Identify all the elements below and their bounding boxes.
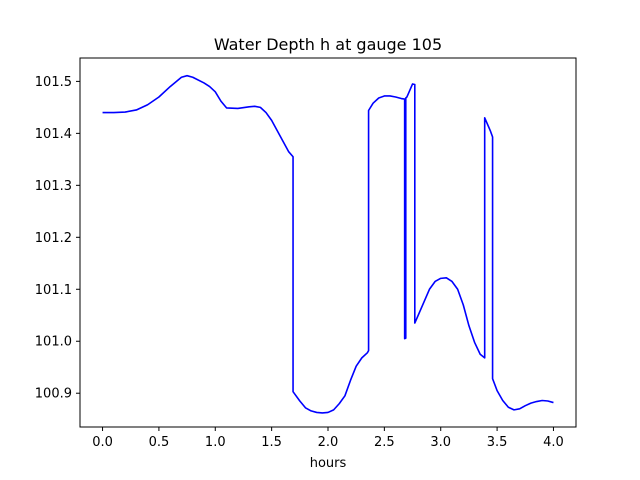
y-tick-label: 101.1 xyxy=(35,283,72,298)
x-tick-label: 2.5 xyxy=(374,435,395,450)
y-tick-label: 101.5 xyxy=(35,75,72,90)
y-tick-label: 101.0 xyxy=(35,335,72,350)
x-tick-label: 3.5 xyxy=(487,435,508,450)
series-line-water-depth xyxy=(102,74,554,414)
y-tick-label: 101.4 xyxy=(35,127,72,142)
y-axis-ticks: 100.9 101.0 101.1 101.2 101.3 101.4 101.5 xyxy=(35,75,80,402)
y-tick-label: 101.2 xyxy=(35,231,72,246)
x-tick-label: 4.0 xyxy=(543,435,564,450)
x-tick-label: 2.0 xyxy=(318,435,339,450)
x-tick-label: 3.0 xyxy=(430,435,451,450)
x-tick-label: 1.0 xyxy=(205,435,226,450)
x-axis-ticks: 0.0 0.5 1.0 1.5 2.0 2.5 3.0 3.5 4.0 xyxy=(92,427,564,450)
y-tick-label: 100.9 xyxy=(35,387,72,402)
axes-frame xyxy=(79,57,577,428)
x-tick-label: 0.5 xyxy=(149,435,170,450)
x-axis-label: hours xyxy=(310,456,347,471)
chart-title: Water Depth h at gauge 105 xyxy=(214,35,442,54)
x-tick-label: 0.0 xyxy=(92,435,113,450)
plot-area xyxy=(102,74,554,414)
y-tick-label: 101.3 xyxy=(35,179,72,194)
x-tick-label: 1.5 xyxy=(261,435,282,450)
